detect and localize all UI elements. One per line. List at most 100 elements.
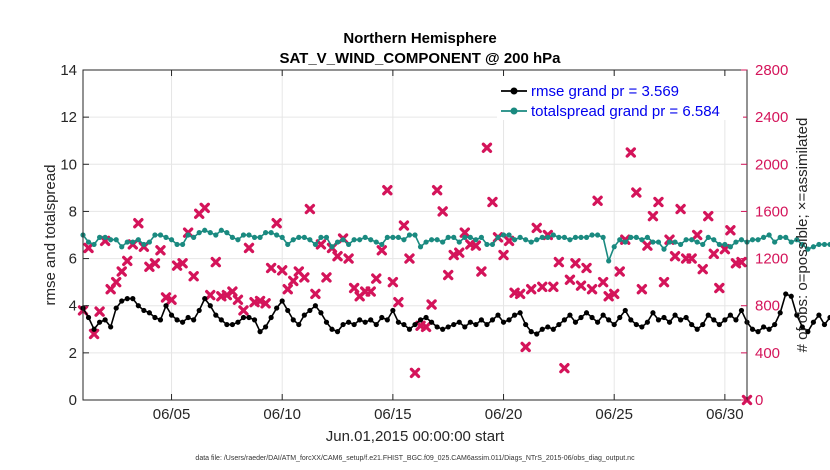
rmse-point [307, 307, 313, 314]
obs-assimilated-point [409, 367, 421, 379]
rmse-point [85, 314, 92, 321]
rmse-point [285, 307, 291, 314]
obs-marker-stroke [321, 272, 332, 283]
totalspread-point [794, 237, 800, 243]
obs-marker-stroke [243, 242, 255, 254]
rmse-point [135, 303, 141, 309]
rmse-point [711, 317, 717, 323]
right-y-tick-label: 0 [755, 392, 763, 409]
obs-marker-stroke [531, 222, 542, 234]
obs-marker-stroke [597, 276, 609, 288]
obs-assimilated-point [271, 218, 282, 229]
rmse-point [191, 317, 197, 323]
y-tick-label: 8 [69, 203, 77, 220]
totalspread-line [82, 229, 830, 264]
rmse-point [738, 307, 745, 314]
totalspread-point [440, 239, 446, 245]
obs-marker-stroke [570, 258, 581, 269]
obs-marker-stroke [88, 328, 100, 340]
totalspread-point [334, 239, 341, 245]
obs-marker-stroke [227, 286, 238, 297]
rmse-point [700, 321, 706, 328]
rmse-point [357, 317, 363, 323]
totalspread-point [180, 241, 186, 248]
rmse-point [683, 314, 689, 321]
totalspread-point [395, 234, 401, 240]
rmse-point [290, 317, 296, 323]
y-tick-label: 2 [69, 345, 77, 362]
totalspread-point [434, 237, 440, 243]
rmse-point [595, 319, 601, 325]
obs-assimilated-point [365, 286, 376, 297]
obs-assimilated-point [647, 210, 659, 222]
rmse-point [168, 312, 175, 318]
obs-assimilated-point [719, 243, 731, 255]
rmse-point [417, 317, 424, 323]
obs-marker-stroke [133, 218, 144, 229]
obs-marker-stroke [586, 284, 598, 295]
obs-marker-stroke [719, 243, 731, 255]
obs-assimilated-point [703, 210, 714, 222]
rmse-point [362, 319, 368, 325]
totalspread-point [390, 234, 396, 240]
rmse-point [722, 317, 728, 323]
totalspread-point [572, 234, 579, 240]
rmse-point [567, 312, 573, 318]
totalspread-point [489, 241, 496, 248]
x-tick-label: 06/20 [485, 406, 523, 423]
obs-marker-stroke [714, 282, 725, 294]
obs-marker-stroke [404, 253, 415, 264]
obs-assimilated-point [116, 266, 127, 277]
obs-assimilated-point [525, 284, 537, 295]
obs-assimilated-point [155, 245, 166, 256]
obs-marker-stroke [426, 299, 437, 310]
rmse-point [716, 321, 722, 328]
totalspread-point [473, 237, 479, 243]
obs-marker-stroke [686, 253, 697, 264]
totalspread-point [456, 239, 462, 245]
totalspread-point [423, 239, 429, 245]
obs-marker-stroke [537, 281, 548, 293]
obs-assimilated-point [332, 251, 343, 262]
totalspread-point [650, 239, 656, 245]
rmse-point [235, 319, 241, 325]
obs-marker-stroke [725, 225, 736, 236]
obs-assimilated-point [725, 225, 736, 236]
totalspread-point [301, 234, 307, 240]
obs-marker-stroke [669, 251, 681, 262]
rmse-point [628, 317, 634, 323]
totalspread-point [539, 234, 545, 240]
obs-assimilated-point [310, 288, 321, 300]
obs-assimilated-point [321, 272, 332, 283]
obs-assimilated-point [470, 240, 482, 251]
rmse-point [655, 317, 662, 323]
obs-marker-stroke [443, 269, 454, 281]
rmse-point [783, 291, 789, 297]
obs-marker-stroke [525, 284, 537, 295]
obs-marker-stroke [116, 266, 127, 277]
totalspread-point [268, 230, 274, 236]
totalspread-point [462, 234, 468, 240]
obs-marker-stroke [647, 210, 659, 222]
rmse-point [794, 312, 800, 318]
rmse-point [395, 319, 401, 325]
rmse-point [545, 324, 551, 330]
rmse-point [517, 310, 523, 316]
obs-assimilated-point [669, 251, 681, 262]
x-tick-label: 06/05 [153, 406, 191, 423]
totalspread-point [240, 232, 247, 238]
rmse-point [296, 321, 302, 328]
totalspread-point [124, 239, 130, 245]
totalspread-point [401, 237, 407, 243]
series-lines [80, 227, 830, 337]
rmse-point [224, 321, 230, 328]
rmse-point [506, 317, 512, 323]
obs-assimilated-point [575, 280, 587, 291]
totalspread-point [207, 230, 213, 236]
rmse-point [694, 326, 700, 332]
totalspread-point [224, 230, 230, 236]
totalspread-point [783, 234, 789, 240]
totalspread-point [661, 246, 667, 252]
obs-assimilated-point [149, 258, 161, 269]
totalspread-point [578, 234, 584, 240]
